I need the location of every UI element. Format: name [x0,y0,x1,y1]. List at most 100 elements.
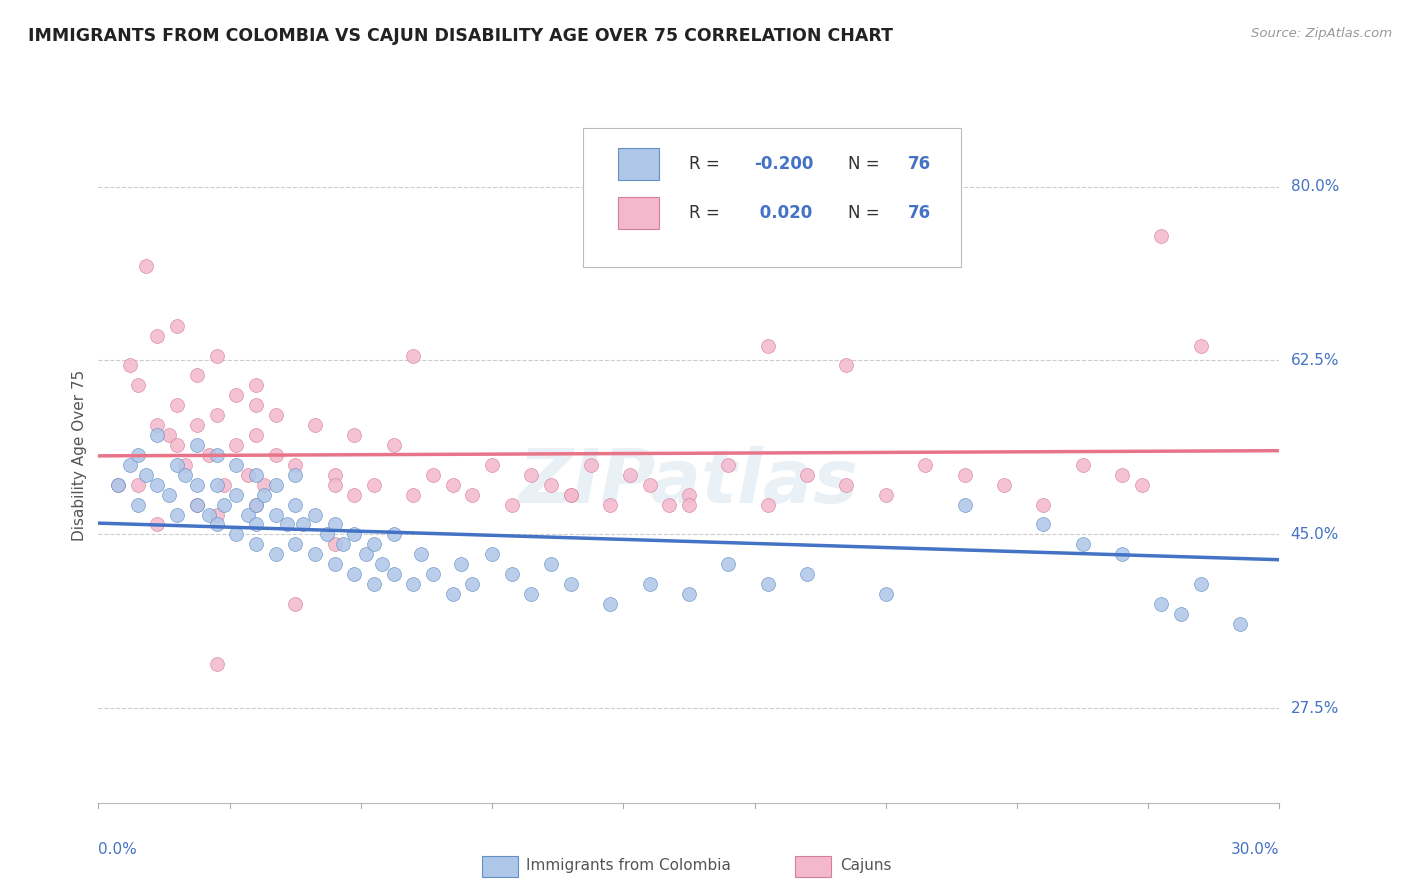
Point [1032,498,1054,512]
Point [638,577,661,591]
Point [264,408,287,422]
Point [402,577,425,591]
Point [1111,547,1133,561]
Point [461,488,484,502]
Text: Cajuns: Cajuns [841,858,891,873]
Point [323,467,346,482]
Point [253,488,276,502]
Point [166,398,188,412]
Point [678,498,700,512]
Point [1071,537,1094,551]
Point [292,517,315,532]
Point [363,477,385,491]
Point [315,527,337,541]
Point [717,458,740,472]
Point [166,458,188,472]
Point [363,537,385,551]
Point [501,498,523,512]
Text: Immigrants from Colombia: Immigrants from Colombia [526,858,731,873]
Point [599,597,621,611]
Point [245,378,267,392]
Point [323,517,346,532]
Point [599,498,621,512]
Point [205,657,228,671]
Point [135,259,157,273]
Point [441,477,464,491]
Text: ZIPatlas: ZIPatlas [519,446,859,519]
Point [236,467,259,482]
Point [382,527,405,541]
Point [354,547,377,561]
Point [127,378,149,392]
Point [264,448,287,462]
Text: 45.0%: 45.0% [1291,527,1339,542]
Point [197,448,219,462]
Point [332,537,354,551]
Text: 62.5%: 62.5% [1291,353,1339,368]
Point [914,458,936,472]
Point [560,488,582,502]
Point [658,498,681,512]
Point [371,558,394,572]
Point [245,537,267,551]
Point [186,498,208,512]
Point [402,488,425,502]
Point [1229,616,1251,631]
Point [186,418,208,433]
Point [127,448,149,462]
Text: R =: R = [689,155,725,173]
Text: -0.200: -0.200 [754,155,813,173]
Text: Source: ZipAtlas.com: Source: ZipAtlas.com [1251,27,1392,40]
Point [197,508,219,522]
Point [186,368,208,383]
Point [284,537,307,551]
Point [166,438,188,452]
Point [174,467,197,482]
Point [343,428,366,442]
Point [560,577,582,591]
Point [1170,607,1192,621]
Point [953,498,976,512]
Point [118,359,141,373]
Point [157,488,180,502]
Point [382,438,405,452]
FancyBboxPatch shape [619,197,659,229]
Point [205,408,228,422]
Point [343,488,366,502]
Point [245,498,267,512]
Point [560,488,582,502]
Point [225,458,247,472]
Point [875,587,897,601]
Point [343,527,366,541]
Point [481,458,503,472]
FancyBboxPatch shape [796,855,831,877]
Text: 27.5%: 27.5% [1291,701,1339,716]
Point [245,498,267,512]
FancyBboxPatch shape [482,855,517,877]
Point [186,477,208,491]
Point [284,467,307,482]
Point [245,428,267,442]
Text: N =: N = [848,204,886,222]
Point [264,547,287,561]
Point [461,577,484,591]
Point [1150,229,1173,244]
Point [205,517,228,532]
Point [276,517,298,532]
Point [678,488,700,502]
Point [186,498,208,512]
Point [146,418,169,433]
Point [166,508,188,522]
Point [323,537,346,551]
Point [481,547,503,561]
Point [1189,577,1212,591]
Point [756,338,779,352]
Point [323,477,346,491]
Point [501,567,523,582]
Point [520,467,543,482]
Point [253,477,276,491]
Text: N =: N = [848,155,886,173]
Point [284,458,307,472]
Point [638,477,661,491]
Point [264,477,287,491]
